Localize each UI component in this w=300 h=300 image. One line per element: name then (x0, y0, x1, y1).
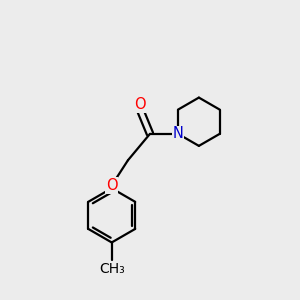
Text: CH₃: CH₃ (99, 262, 124, 277)
Text: O: O (106, 178, 118, 193)
Text: N: N (172, 126, 183, 141)
Text: O: O (134, 97, 146, 112)
